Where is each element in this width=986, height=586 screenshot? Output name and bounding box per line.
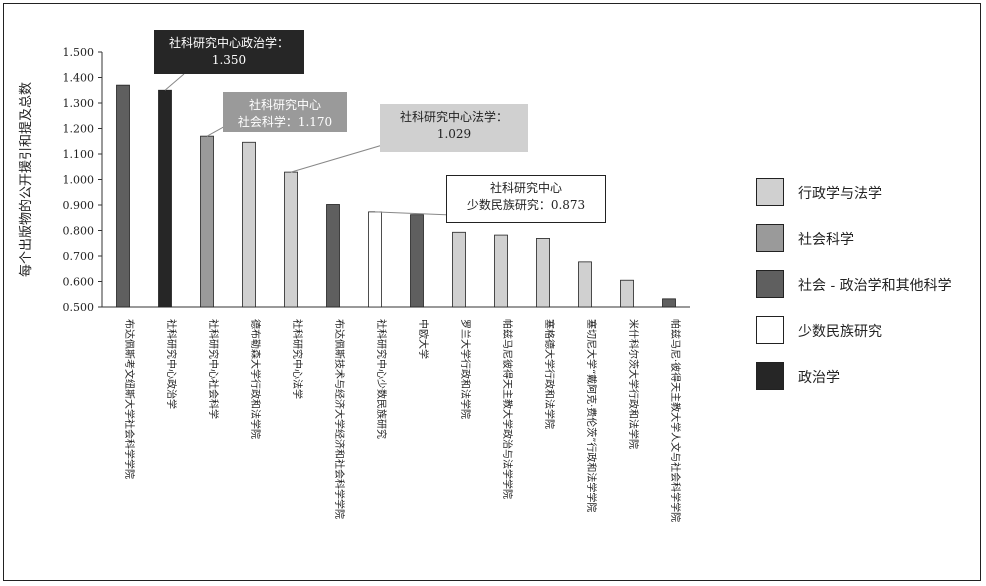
legend-swatch <box>756 178 784 206</box>
bar <box>326 204 340 308</box>
callout-text: 1.029 <box>436 127 472 141</box>
callout-text: 少数民族研究：0.873 <box>466 198 586 212</box>
legend-item-social-political: 社会 - 政治学和其他科学 <box>756 270 981 302</box>
callout-box: 社科研究中心法学： 1.029 <box>380 104 528 152</box>
bar <box>284 171 298 308</box>
x-tick-label: 社科研究中心社会科学 <box>207 319 220 419</box>
x-tick-label: 德布勒森大学行政和法学院 <box>249 319 262 439</box>
callout-text: 社科研究中心 <box>248 98 321 112</box>
callout-text: 社科研究中心 <box>489 181 562 195</box>
legend-item-social-science: 社会科学 <box>756 224 981 256</box>
x-tick-label: 社科研究中心少数民族研究 <box>375 319 388 439</box>
legend-label: 少数民族研究 <box>798 324 882 340</box>
y-tick-label: 1.500 <box>63 46 95 59</box>
y-tick-label: 1.200 <box>63 123 95 136</box>
bar <box>368 211 382 308</box>
legend-item-political: 政治学 <box>756 362 981 394</box>
bar <box>116 84 130 308</box>
bar <box>662 298 676 308</box>
y-axis-label: 每个出版物的公开援引和提及总数 <box>18 82 34 277</box>
x-tick-label: 罗兰大学行政和法学院 <box>459 319 472 419</box>
legend-item-minority: 少数民族研究 <box>756 316 981 348</box>
x-tick-label: 布达佩斯考文纽斯大学社会科学学院 <box>123 319 136 479</box>
legend-label: 社会科学 <box>798 232 854 248</box>
bar <box>410 214 424 308</box>
bar <box>536 238 550 308</box>
legend-label: 政治学 <box>798 370 840 386</box>
y-tick-label: 1.100 <box>63 148 95 161</box>
callout-text: 社科研究中心法学： <box>399 110 508 124</box>
x-tick-label: 布达佩斯技术与经济大学经济和社会科学学院 <box>333 319 346 519</box>
x-tick-label: 米什科尔茨大学行政和法学院 <box>627 319 640 449</box>
x-tick-label: 帕兹马尼彼得天主教大学政治与法学学院 <box>501 319 514 499</box>
bar <box>578 261 592 308</box>
callout-leader <box>374 211 453 216</box>
y-tick-label: 0.800 <box>63 225 95 238</box>
callout-leader <box>290 143 387 173</box>
bar-chart: 0.500 0.600 0.700 0.800 0.900 1.000 1.100 1.200… <box>18 46 690 522</box>
x-tick-label: 塞格德大学行政和法学院 <box>543 319 556 429</box>
bar <box>200 135 214 308</box>
x-tick-label: 社科研究中心法学 <box>291 319 304 399</box>
callout-box: 社科研究中心政治学： 1.350 <box>154 30 304 74</box>
legend-swatch <box>756 224 784 252</box>
x-tick-label: 中欧大学 <box>417 319 430 359</box>
callout-box: 社科研究中心 社会科学：1.170 <box>223 92 347 132</box>
y-tick-label: 0.500 <box>63 301 95 314</box>
legend-swatch <box>756 270 784 298</box>
chart-frame: 0.500 0.600 0.700 0.800 0.900 1.000 1.100 1.200… <box>3 3 981 581</box>
legend-swatch <box>756 362 784 390</box>
legend-swatch <box>756 316 784 344</box>
y-tick-label: 1.000 <box>63 174 95 187</box>
y-tick-label: 1.300 <box>63 97 95 110</box>
bar <box>242 141 256 308</box>
bar <box>494 234 508 308</box>
bar <box>158 89 172 308</box>
y-tick-label: 1.400 <box>63 72 95 85</box>
legend-label: 社会 - 政治学和其他科学 <box>798 278 952 294</box>
bar <box>620 279 634 308</box>
y-tick-label: 0.600 <box>63 276 95 289</box>
y-tick-label: 0.700 <box>63 250 95 263</box>
callout-text: 社科研究中心政治学： <box>168 36 289 50</box>
legend-item-law: 行政学与法学 <box>756 178 981 210</box>
callout-text: 1.350 <box>211 53 247 67</box>
callout-box: 社科研究中心少数民族研究：0.873 <box>446 175 606 223</box>
callout-leader <box>164 73 185 91</box>
bar <box>452 231 466 308</box>
x-tick-label: 塞切尼大学“戴阿克·费伦茨”行政和法学学院 <box>585 319 598 512</box>
callout-text: 社会科学：1.170 <box>237 115 333 129</box>
legend-label: 行政学与法学 <box>798 186 882 202</box>
x-tick-label: 社科研究中心政治学 <box>165 319 178 409</box>
y-tick-label: 0.900 <box>63 199 95 212</box>
x-tick-label: 帕兹马尼·彼得天主教大学人文与社会科学学院 <box>669 319 682 522</box>
